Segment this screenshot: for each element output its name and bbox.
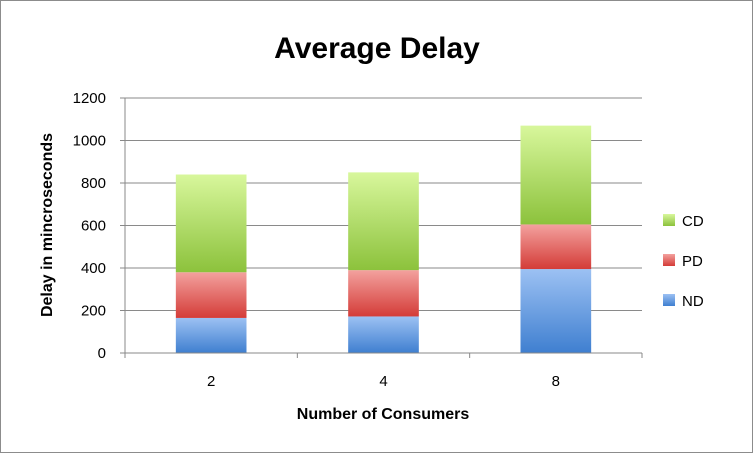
chart-title: Average Delay (274, 32, 480, 65)
y-tick-label: 0 (98, 345, 106, 362)
legend-swatch-pd (663, 254, 675, 266)
y-axis-label: Delay in mincroseconds (39, 133, 56, 317)
x-tick-label: 2 (207, 373, 215, 390)
legend-label-cd: CD (682, 213, 704, 230)
legend: CD PD ND (663, 213, 704, 310)
y-tick-label: 400 (81, 260, 106, 277)
bar-cd-8 (520, 125, 592, 225)
bar-pd-2 (175, 272, 247, 318)
y-tick-label: 800 (81, 175, 106, 192)
bar-nd-8 (520, 269, 592, 353)
y-tick-label: 1200 (73, 90, 106, 107)
bar-pd-4 (348, 270, 419, 317)
bar-pd-8 (520, 224, 592, 270)
legend-swatch-cd (663, 214, 675, 226)
legend-label-nd: ND (682, 293, 704, 310)
x-tick-label: 4 (379, 373, 387, 390)
bar-nd-4 (348, 316, 419, 353)
legend-label-pd: PD (682, 253, 703, 270)
bar-nd-2 (175, 317, 247, 353)
y-axis-ticks: 0 200 400 600 800 1000 1200 (73, 90, 125, 362)
y-tick-label: 600 (81, 218, 106, 235)
bar-cd-2 (175, 174, 247, 273)
y-tick-label: 1000 (73, 133, 106, 150)
bars (175, 125, 592, 353)
x-tick-label: 8 (552, 373, 560, 390)
x-axis-label: Number of Consumers (297, 406, 470, 423)
y-tick-label: 200 (81, 303, 106, 320)
x-axis-ticks: 2 4 8 (124, 353, 643, 390)
bar-cd-4 (348, 172, 419, 271)
legend-swatch-nd (663, 294, 675, 306)
